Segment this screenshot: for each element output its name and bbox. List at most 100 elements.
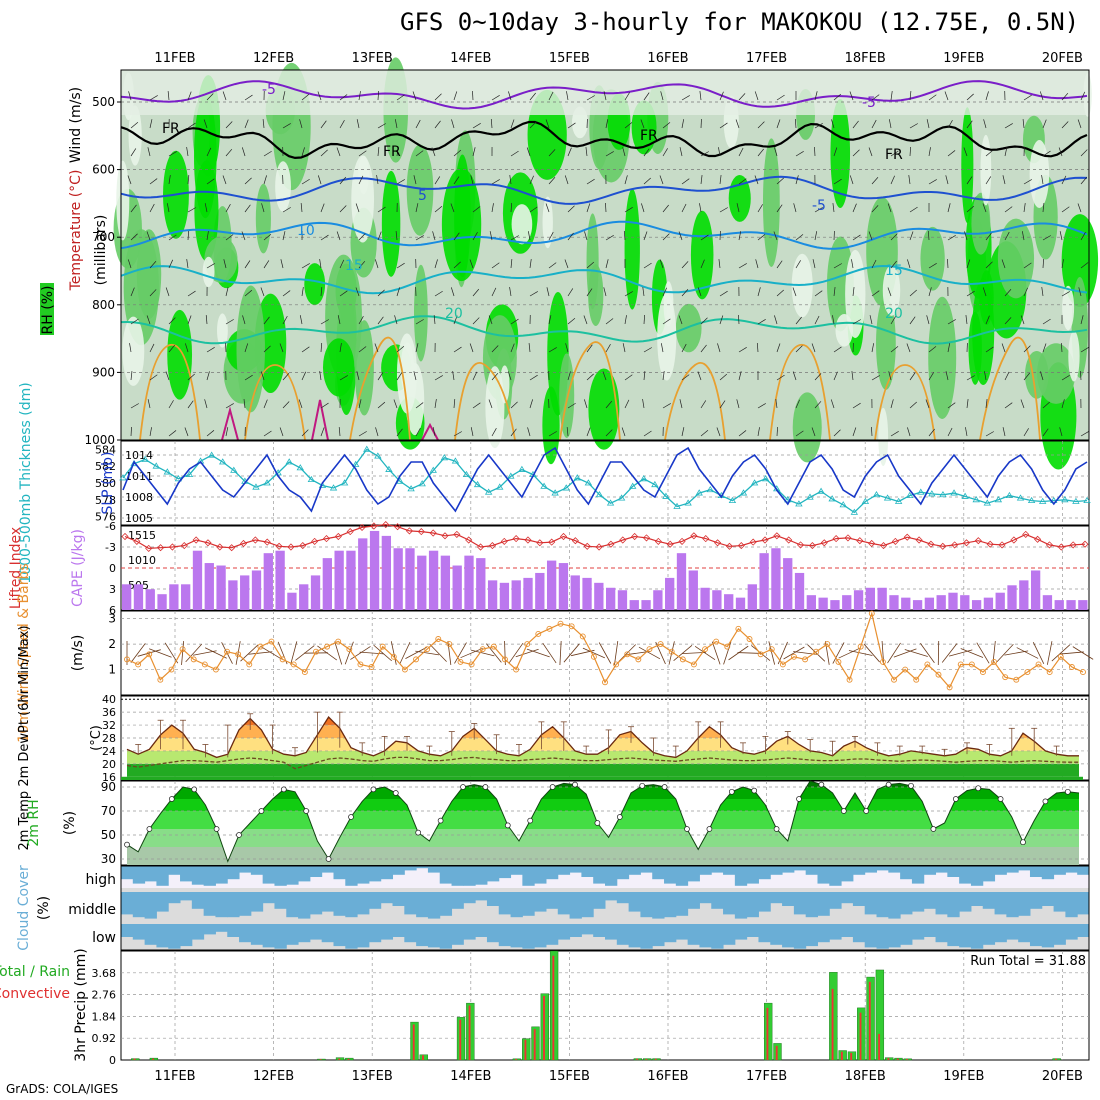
cloud-cell <box>959 924 972 948</box>
wind-speed-point <box>657 641 664 648</box>
wind-barb <box>130 403 139 409</box>
wind-barb <box>585 147 588 157</box>
wind-barb <box>1059 231 1063 241</box>
li-point <box>1034 535 1042 543</box>
wind-barb <box>776 289 784 297</box>
rh-point <box>639 782 646 789</box>
wind-speed-point <box>613 661 620 668</box>
wind-barb <box>320 319 329 325</box>
cloud-cell <box>227 892 240 918</box>
wind-barb <box>1004 317 1012 325</box>
cloud-cell <box>723 924 736 945</box>
thickness-point <box>473 480 482 488</box>
wind-barb <box>317 91 322 101</box>
thickness-point <box>163 468 172 475</box>
wind-speed-point <box>179 646 186 653</box>
li-point <box>903 533 911 541</box>
pressure-tick: 700 <box>92 230 115 244</box>
wind-speed-point <box>913 676 920 683</box>
thickness-point <box>152 462 160 469</box>
panel-frame <box>120 69 1090 441</box>
cape-bar <box>310 575 321 610</box>
thickness-point <box>307 475 316 483</box>
wind-barb <box>697 287 702 297</box>
wind-barb <box>282 315 288 325</box>
cloud-cell <box>864 866 878 873</box>
wind-barb <box>947 235 956 241</box>
cloud-cell <box>994 924 1007 943</box>
wind-barb <box>909 231 914 241</box>
cloud-cell <box>191 924 205 940</box>
cloud-cell <box>156 924 169 948</box>
wind-speed-point <box>746 636 753 642</box>
wind-barb <box>700 151 709 157</box>
temperature-isotherm <box>120 120 1088 160</box>
cape-bar <box>169 584 179 610</box>
temperature-isotherm-warm <box>874 364 936 441</box>
temperature-isotherm-warm <box>139 344 201 441</box>
wind-barb <box>697 371 702 381</box>
precip-convective-bar <box>831 988 834 1060</box>
wind-barb <box>832 315 835 325</box>
panel-frame <box>120 865 1090 951</box>
li-point <box>382 521 390 529</box>
cape-bar <box>440 555 451 610</box>
li-point <box>773 532 781 540</box>
wind-barb <box>472 288 480 297</box>
wind-speed-point <box>257 643 264 650</box>
date-label-top: 18FEB <box>845 51 886 66</box>
cloud-cell <box>534 892 547 912</box>
cloud-cell <box>852 866 866 875</box>
cloud-cell <box>581 866 594 877</box>
wind-barb <box>1061 291 1070 297</box>
wind-barb <box>783 646 805 660</box>
wind-speed-point <box>791 653 797 660</box>
wind-speed-point <box>735 625 742 632</box>
wind-barb <box>757 234 766 241</box>
rh-point <box>146 826 153 832</box>
wind-barb <box>567 147 572 157</box>
wind-barb <box>320 343 323 353</box>
wind-barb <box>415 150 424 157</box>
thickness-point <box>562 484 570 491</box>
wind-barb <box>222 91 227 101</box>
wind-barb <box>339 205 347 213</box>
wind-barb <box>755 259 759 269</box>
cloud-cell <box>274 892 287 909</box>
li-point <box>299 542 307 550</box>
wind-barb <box>510 259 513 269</box>
wind-barb <box>1032 642 1045 664</box>
wind-barb <box>751 645 771 661</box>
wind-barb <box>491 427 497 437</box>
cloud-cell <box>664 866 677 884</box>
thickness-point <box>784 496 792 503</box>
wind-barb <box>244 177 252 185</box>
wind-barb <box>415 427 421 437</box>
li-point <box>583 542 591 550</box>
wind-barb <box>261 646 283 660</box>
wind-barb <box>491 345 499 353</box>
rh-point <box>191 786 198 793</box>
temperature-isotherm-hot <box>421 422 439 441</box>
wind-barb <box>1041 287 1044 297</box>
cloud-cell <box>1029 866 1043 877</box>
thickness-point <box>961 492 969 499</box>
wind-barb <box>432 231 436 241</box>
li-point <box>239 539 248 548</box>
cloud-cell <box>321 924 334 943</box>
wind-barb <box>852 120 859 129</box>
wind-barb <box>529 121 537 129</box>
cloud-cell <box>180 892 193 901</box>
wind-barb <box>1023 428 1029 437</box>
wind-barb <box>624 399 630 409</box>
wind-barb <box>204 203 208 213</box>
wind-barb <box>1077 119 1082 129</box>
wind-barb <box>187 91 192 101</box>
wind-barb <box>336 231 341 241</box>
wind-barb <box>774 315 778 325</box>
wind-barb <box>662 287 667 297</box>
cloud-cell <box>593 892 606 909</box>
wind-barb <box>1080 370 1082 381</box>
cloud-cell <box>380 866 394 880</box>
cape-bar <box>924 597 935 610</box>
